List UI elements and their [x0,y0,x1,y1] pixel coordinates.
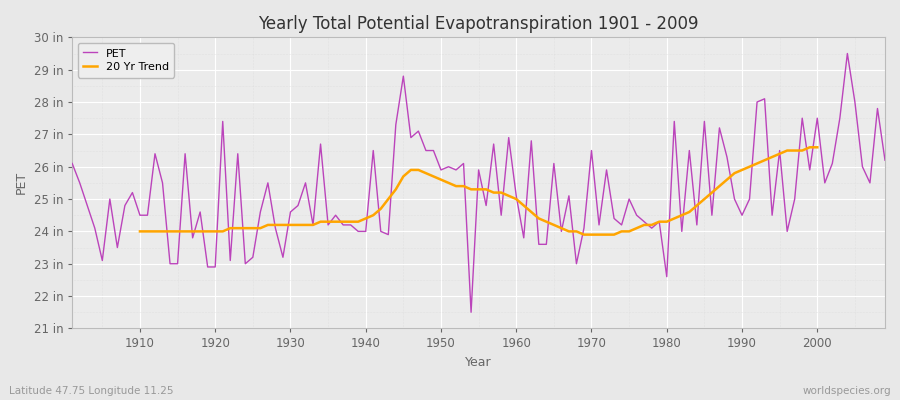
20 Yr Trend [526,210,536,214]
PET [127,190,138,195]
20 Yr Trend [579,232,590,237]
Text: worldspecies.org: worldspecies.org [803,386,891,396]
20 Yr Trend [812,145,823,150]
PET [67,161,77,166]
20 Yr Trend [805,145,815,150]
Line: 20 Yr Trend: 20 Yr Trend [140,147,817,235]
20 Yr Trend [796,148,807,153]
PET [292,203,303,208]
PET [842,51,853,56]
20 Yr Trend [714,184,724,188]
Y-axis label: PET: PET [15,171,28,194]
20 Yr Trend [217,229,228,234]
20 Yr Trend [134,229,145,234]
20 Yr Trend [292,222,303,227]
Legend: PET, 20 Yr Trend: PET, 20 Yr Trend [77,43,175,78]
PET [338,222,348,227]
Line: PET: PET [72,54,885,312]
PET [518,236,529,240]
PET [511,194,522,198]
PET [879,158,890,163]
X-axis label: Year: Year [465,356,492,369]
20 Yr Trend [308,222,319,227]
PET [465,310,476,315]
Title: Yearly Total Potential Evapotranspiration 1901 - 2009: Yearly Total Potential Evapotranspiratio… [258,15,699,33]
Text: Latitude 47.75 Longitude 11.25: Latitude 47.75 Longitude 11.25 [9,386,174,396]
PET [608,216,619,221]
